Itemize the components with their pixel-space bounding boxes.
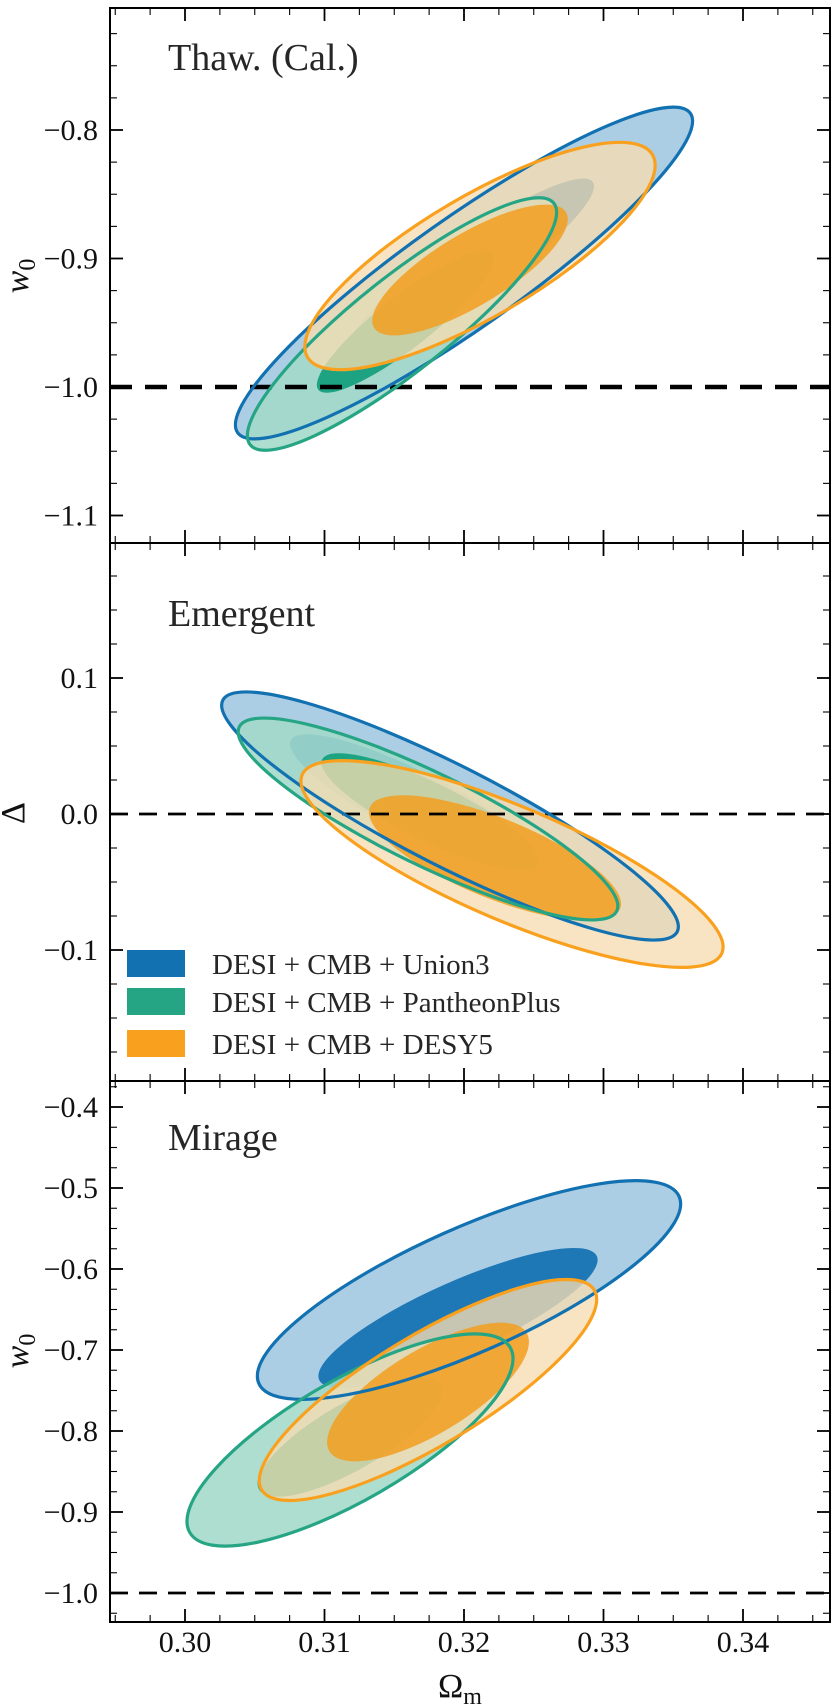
legend-label-union3: DESI + CMB + Union3 [212,949,490,981]
contour-ellipse [372,204,568,336]
legend-swatch-desy5 [127,1030,185,1057]
y-tick-label: −1.0 [44,1577,98,1610]
contour-ellipse [236,716,620,922]
contour-ellipse [327,1322,529,1462]
y-tick-label: −1.0 [44,371,98,404]
y-axis-label-middle: Δ [0,802,32,824]
y-tick-label: 0.0 [61,798,99,831]
y-tick-label: −0.8 [44,114,98,147]
panel-contours-1 [110,690,830,969]
contour-ellipse [303,140,657,372]
contour-ellipse [368,795,622,921]
contour-ellipse [245,196,559,452]
legend-label-desy5: DESI + CMB + DESY5 [212,1029,493,1061]
panel-title-emergent: Emergent [168,593,315,635]
legend-label-pantheonplus: DESI + CMB + PantheonPlus [212,987,561,1019]
panel-title-thawing: Thaw. (Cal.) [168,37,359,79]
legend-swatch-pantheonplus [127,988,185,1015]
panel-contours-0 [110,105,830,452]
legend: DESI + CMB + Union3 DESI + CMB + Pantheo… [127,949,561,1061]
y-tick-label: −1.1 [44,500,98,533]
y-tick-label: 0.1 [61,662,99,695]
generated-chart-layers: −0.8 −0.9 −1.0 −1.1 0.1 0.0 −0.1 −0.4 −0.5 −0.6 −0… [44,7,831,1659]
panel-ticks-1 [110,543,830,1081]
panel-ticks-2 [110,1081,830,1622]
y-axis-label-top: w0 [0,259,41,294]
x-tick-label: 0.34 [717,1626,770,1659]
y-tick-label: −0.4 [44,1091,98,1124]
contour-ellipse [185,1332,515,1548]
x-tick-label: 0.31 [298,1626,351,1659]
y-tick-label: −0.5 [44,1172,98,1205]
legend-swatch-union3 [127,950,185,977]
y-tick-label: −0.1 [44,934,98,967]
contour-ellipse [257,1277,599,1503]
contour-ellipse [299,759,725,969]
x-tick-label: 0.30 [159,1626,212,1659]
x-axis-label: Ωm [438,1668,482,1707]
panel-title-mirage: Mirage [168,1117,278,1159]
x-tick-label: 0.33 [577,1626,630,1659]
y-axis-label-bottom: w0 [0,1334,41,1369]
panel-frame [109,1080,831,1623]
y-tick-label: −0.8 [44,1415,98,1448]
panel-ticks-0 [110,8,830,543]
y-tick-label: −0.7 [44,1334,98,1367]
panel-contours-2 [110,1179,830,1595]
x-tick-label: 0.32 [438,1626,491,1659]
y-tick-label: −0.9 [44,243,98,276]
y-tick-label: −0.9 [44,1496,98,1529]
y-tick-label: −0.6 [44,1253,98,1286]
